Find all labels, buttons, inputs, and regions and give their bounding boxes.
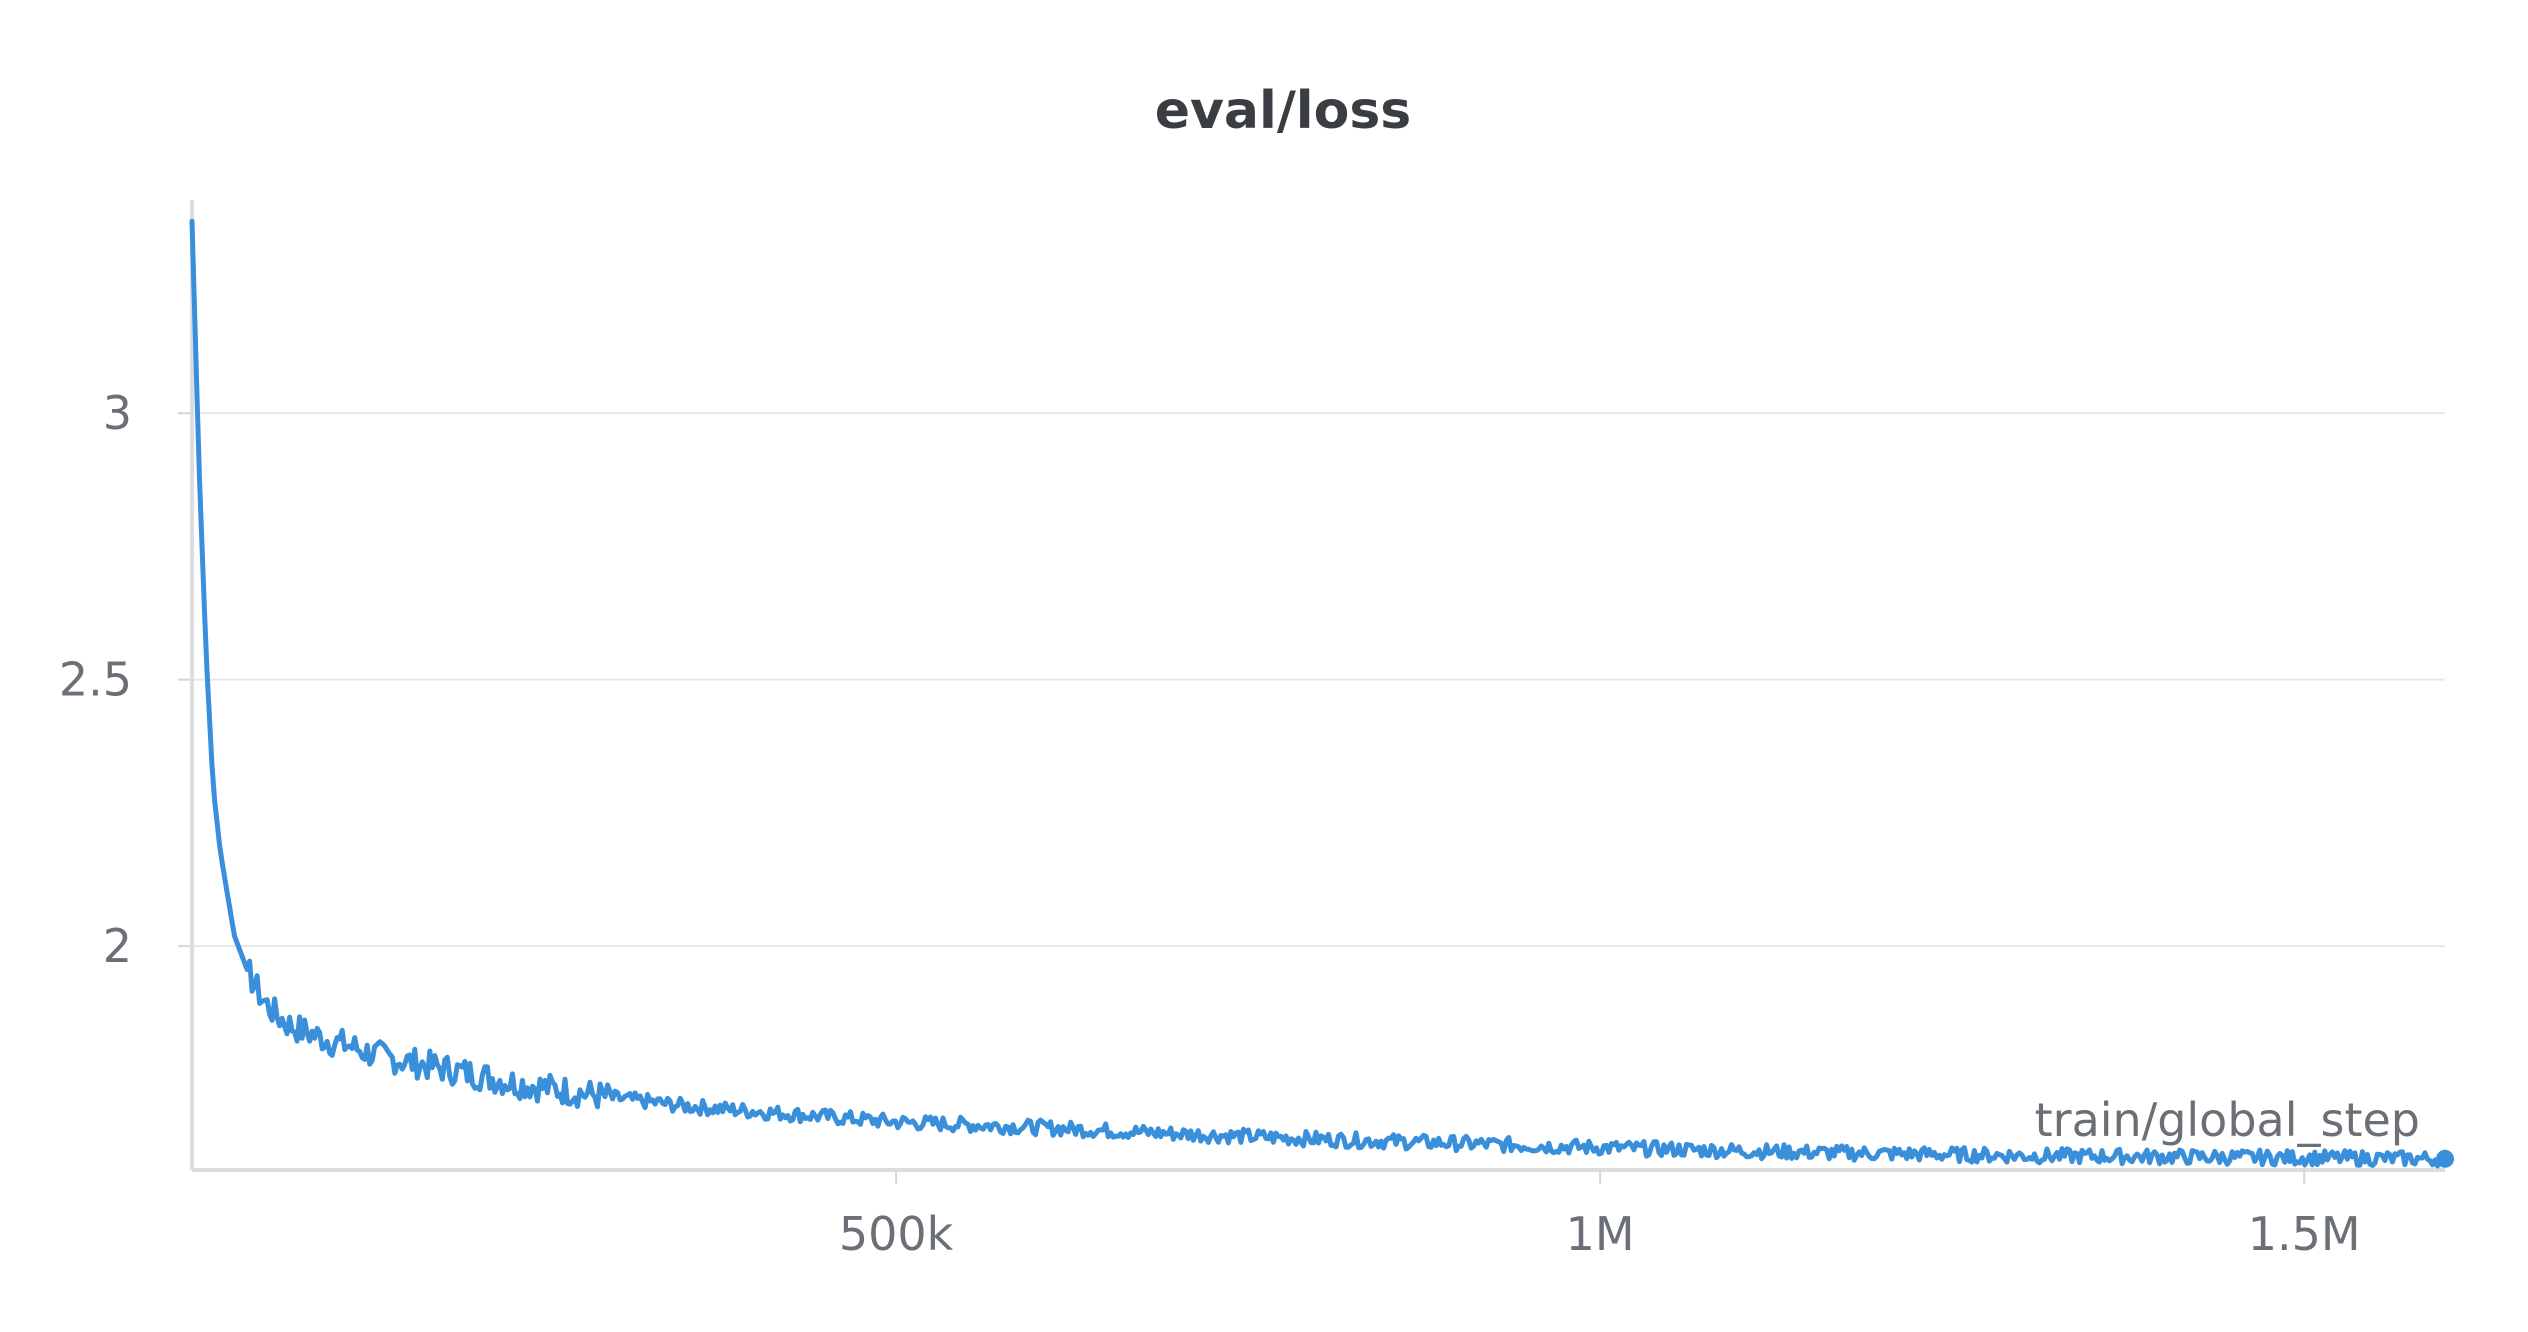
y-tick-label: 2.5 [59,653,132,707]
x-tick-label: 500k [839,1207,954,1261]
chart-title: eval/loss [1155,81,1412,141]
x-axis-title: train/global_step [2035,1093,2420,1147]
grid-layer [192,412,2445,948]
line-layer [189,218,2454,1169]
x-tick-label: 1M [1566,1207,1635,1261]
y-tick-label: 3 [103,386,132,440]
series-line [189,218,2448,1169]
y-tick-label: 2 [103,919,132,973]
x-tick-label: 1.5M [2248,1207,2361,1261]
series-end-point [2436,1149,2454,1168]
axis-layer: 3 2.5 2 500k 1M 1.5M [59,200,2445,1261]
